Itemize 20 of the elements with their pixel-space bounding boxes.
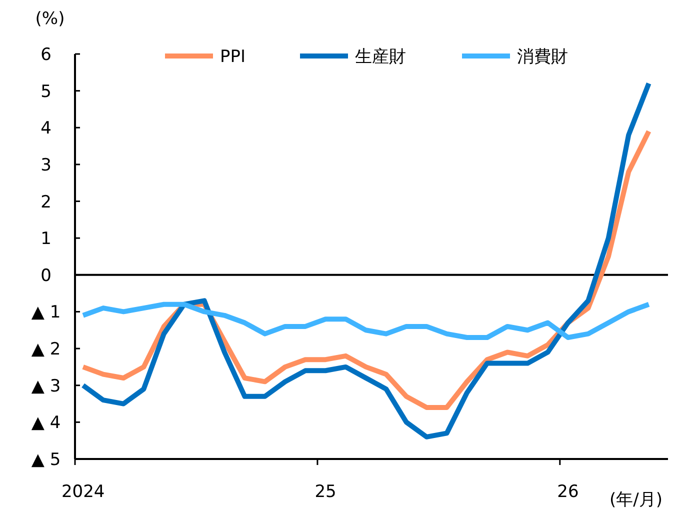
x-tick-label: 26 — [557, 482, 579, 502]
y-tick-label: 5 — [40, 82, 52, 102]
x-tick-label: 2024 — [61, 482, 105, 502]
y-tick-label: 1 — [40, 229, 52, 250]
y-tick-label: ▲ 3 — [31, 376, 61, 396]
y-tick-label: ▲ 2 — [31, 340, 61, 360]
y-tick-label: ▲ 4 — [31, 413, 61, 434]
y-tick-label: ▲ 1 — [31, 302, 61, 323]
y-tick-label: 0 — [40, 266, 52, 286]
x-tick-label: 25 — [314, 482, 336, 502]
y-tick-label: 4 — [40, 118, 52, 139]
legend-label: PPI — [220, 47, 246, 67]
legend-label: 生産財 — [355, 47, 406, 67]
x-axis-title: (年/月) — [610, 490, 662, 510]
y-tick-label: 2 — [40, 192, 52, 212]
y-tick-label: 6 — [40, 45, 52, 65]
y-tick-label: ▲ 5 — [31, 450, 61, 470]
y-tick-label: 3 — [40, 155, 52, 176]
y-axis-title: (%) — [35, 9, 65, 29]
legend-label: 消費財 — [517, 47, 568, 67]
